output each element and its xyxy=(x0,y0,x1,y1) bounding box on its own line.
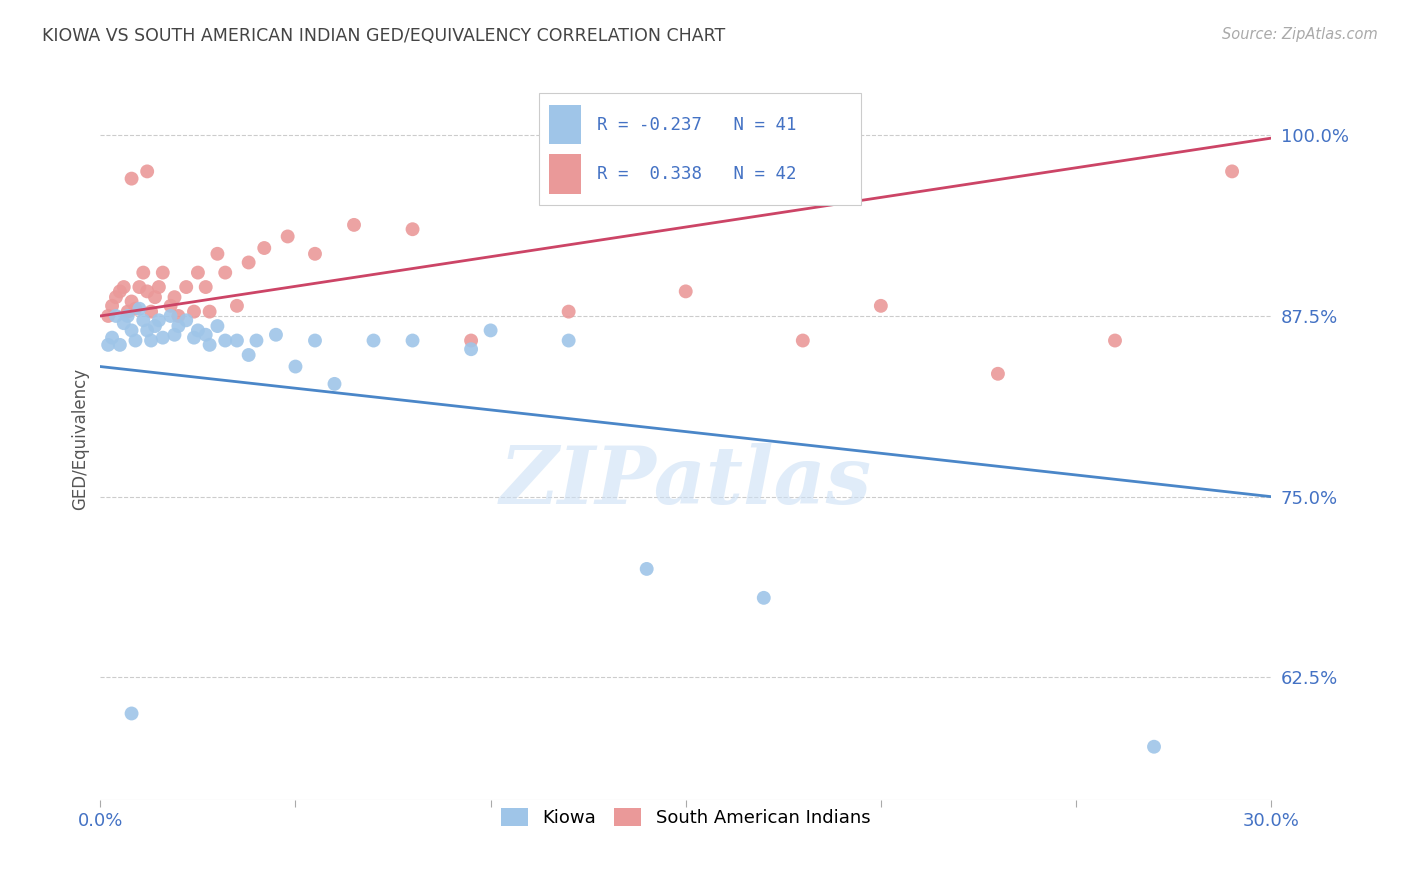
Point xyxy=(121,323,143,337)
Point xyxy=(136,164,159,178)
Legend: Kiowa, South American Indians: Kiowa, South American Indians xyxy=(494,801,877,835)
Point xyxy=(112,280,135,294)
Point xyxy=(128,301,150,316)
Point xyxy=(104,309,127,323)
Point xyxy=(323,376,346,391)
Point xyxy=(238,348,260,362)
Point xyxy=(104,290,127,304)
Point xyxy=(401,334,423,348)
Point xyxy=(183,331,205,345)
Point xyxy=(159,309,181,323)
Point xyxy=(121,171,143,186)
Point xyxy=(101,299,124,313)
Point xyxy=(245,334,267,348)
Point xyxy=(174,280,197,294)
Point xyxy=(108,338,131,352)
Point xyxy=(121,706,143,721)
Point xyxy=(460,342,482,356)
Point xyxy=(117,309,139,323)
Point xyxy=(792,334,814,348)
Point xyxy=(869,299,891,313)
Point xyxy=(207,319,229,334)
Point xyxy=(226,299,249,313)
Point xyxy=(167,319,190,334)
Point xyxy=(238,255,260,269)
Point xyxy=(226,334,249,348)
Point xyxy=(277,229,299,244)
Point xyxy=(557,304,579,318)
Point xyxy=(194,327,217,342)
Point xyxy=(139,334,162,348)
Point xyxy=(117,304,139,318)
Text: R = -0.237   N = 41: R = -0.237 N = 41 xyxy=(598,116,797,134)
Point xyxy=(132,266,155,280)
Point xyxy=(187,323,209,337)
Point xyxy=(136,285,159,299)
FancyBboxPatch shape xyxy=(548,105,581,145)
Point xyxy=(159,299,181,313)
Text: Source: ZipAtlas.com: Source: ZipAtlas.com xyxy=(1222,27,1378,42)
Point xyxy=(139,304,162,318)
Point xyxy=(97,309,120,323)
Point xyxy=(304,247,326,261)
Text: ZIPatlas: ZIPatlas xyxy=(499,443,872,521)
Point xyxy=(343,218,366,232)
Point xyxy=(752,591,775,605)
Point xyxy=(253,241,276,255)
Point xyxy=(136,323,159,337)
Point xyxy=(207,247,229,261)
Text: R =  0.338   N = 42: R = 0.338 N = 42 xyxy=(598,165,797,183)
Point xyxy=(198,338,221,352)
Point xyxy=(124,301,146,316)
Point xyxy=(675,285,697,299)
Point xyxy=(187,266,209,280)
Point xyxy=(152,266,174,280)
Point xyxy=(636,562,658,576)
Point xyxy=(1143,739,1166,754)
Point xyxy=(121,294,143,309)
Point xyxy=(112,316,135,330)
Point xyxy=(101,331,124,345)
Point xyxy=(128,280,150,294)
Point xyxy=(214,334,236,348)
FancyBboxPatch shape xyxy=(540,94,862,205)
Point xyxy=(143,319,166,334)
Point xyxy=(214,266,236,280)
Point xyxy=(460,334,482,348)
Point xyxy=(108,285,131,299)
Point xyxy=(143,290,166,304)
Point xyxy=(401,222,423,236)
Point xyxy=(167,309,190,323)
Point xyxy=(1104,334,1126,348)
Point xyxy=(132,313,155,327)
Point xyxy=(183,304,205,318)
Y-axis label: GED/Equivalency: GED/Equivalency xyxy=(72,368,89,510)
FancyBboxPatch shape xyxy=(548,154,581,194)
Point xyxy=(363,334,385,348)
Point xyxy=(1220,164,1243,178)
Point xyxy=(987,367,1010,381)
Point xyxy=(152,331,174,345)
Point xyxy=(479,323,502,337)
Point xyxy=(284,359,307,374)
Point xyxy=(148,280,170,294)
Point xyxy=(97,338,120,352)
Point xyxy=(124,334,146,348)
Point xyxy=(163,290,186,304)
Point xyxy=(304,334,326,348)
Point xyxy=(198,304,221,318)
Point xyxy=(557,334,579,348)
Point xyxy=(264,327,287,342)
Point xyxy=(174,313,197,327)
Text: KIOWA VS SOUTH AMERICAN INDIAN GED/EQUIVALENCY CORRELATION CHART: KIOWA VS SOUTH AMERICAN INDIAN GED/EQUIV… xyxy=(42,27,725,45)
Point xyxy=(194,280,217,294)
Point xyxy=(148,313,170,327)
Point xyxy=(163,327,186,342)
